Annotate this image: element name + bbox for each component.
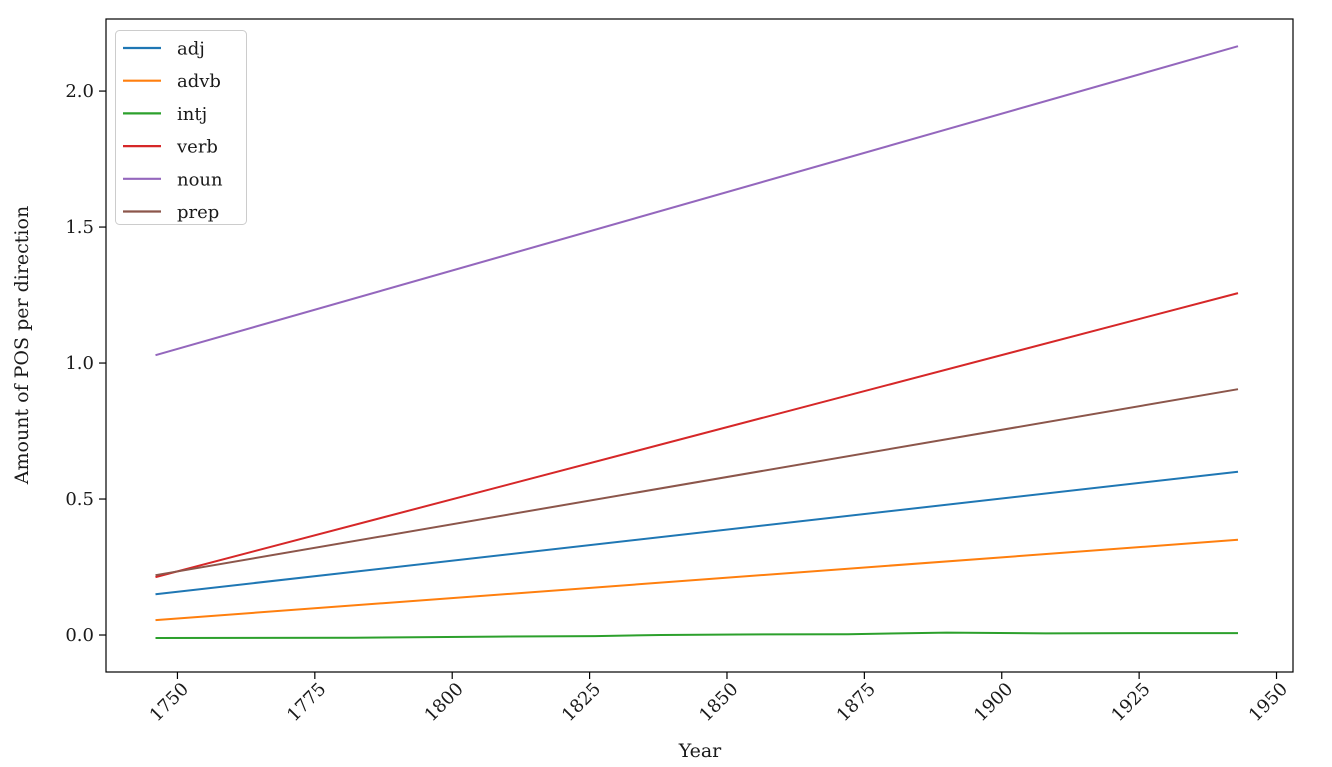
- x-tick-label: 1900: [970, 679, 1017, 726]
- y-tick-label: 1.0: [65, 353, 94, 374]
- legend-item-verb: verb: [123, 137, 218, 158]
- series-line-adj: [155, 470, 1239, 596]
- x-tick-label: 1950: [1245, 679, 1292, 726]
- x-tick-label: 1875: [833, 679, 880, 726]
- legend-label: noun: [177, 169, 223, 190]
- y-tick-label: 0.0: [65, 625, 94, 646]
- x-tick-label: 1925: [1107, 679, 1154, 726]
- y-tick-label: 0.5: [65, 489, 94, 510]
- x-axis-label: Year: [678, 740, 722, 762]
- legend-label: advb: [177, 71, 221, 92]
- series-line-intj: [155, 631, 1238, 639]
- y-axis-label: Amount of POS per direction: [11, 206, 33, 485]
- x-tick-label: 1850: [695, 679, 742, 726]
- plot-area: 1750 1775 1800 1825 1850 1875 1900 1925 1950 0.0 0…: [65, 18, 1294, 726]
- legend-item-intj: intj: [123, 104, 207, 125]
- series-line-advb: [155, 538, 1239, 622]
- legend: adj advb intj verb noun prep: [115, 30, 247, 225]
- series-line-noun: [155, 45, 1239, 357]
- legend-item-adj: adj: [123, 39, 205, 60]
- legend-label: prep: [177, 202, 219, 223]
- legend-item-noun: noun: [123, 169, 223, 190]
- legend-item-prep: prep: [123, 202, 219, 223]
- y-tick-label: 1.5: [65, 217, 94, 238]
- series-line-verb: [155, 292, 1239, 579]
- legend-label: intj: [177, 104, 207, 125]
- x-tick-label: 1750: [146, 679, 193, 726]
- x-tick-label: 1825: [558, 679, 605, 726]
- axes-frame: [105, 18, 1294, 673]
- legend-item-advb: advb: [123, 71, 221, 92]
- x-tick-label: 1775: [283, 679, 330, 726]
- legend-box: [115, 30, 247, 225]
- y-tick-label: 2.0: [65, 81, 94, 102]
- legend-label: verb: [176, 137, 218, 158]
- x-tick-label: 1800: [421, 679, 468, 726]
- series-line-prep: [155, 388, 1239, 577]
- legend-label: adj: [177, 39, 205, 60]
